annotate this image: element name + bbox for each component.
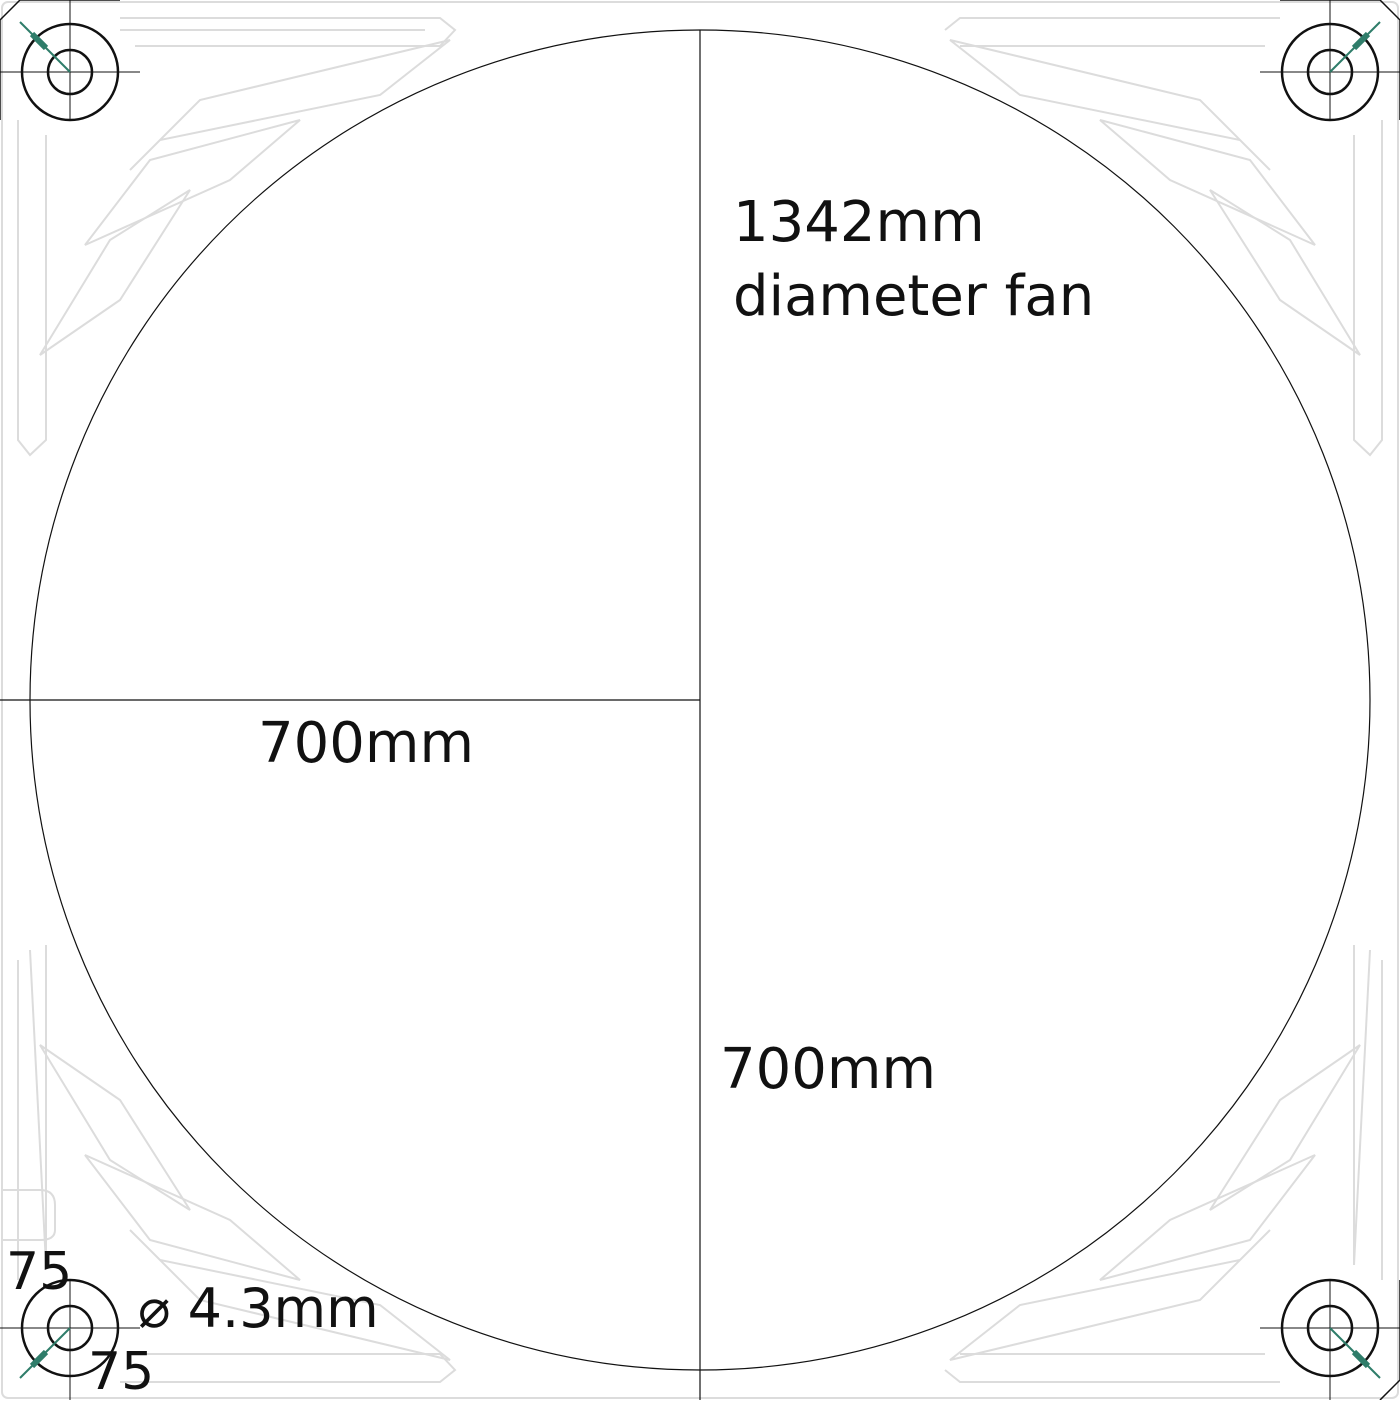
radius-vertical-label: 700mm — [720, 1037, 936, 1102]
fan-size-value: 1342mm — [733, 190, 985, 255]
mounting-hole-top-left — [0, 0, 140, 122]
mounting-hole-bottom-right — [1260, 1278, 1400, 1400]
radius-horizontal-label: 700mm — [258, 711, 474, 776]
fan-blade-outlines — [39, 39, 1361, 1361]
mounting-hole-top-right — [1260, 0, 1400, 122]
mounting-hole-bottom-left — [0, 1278, 140, 1400]
hole-spacing-vertical-label: 75 — [6, 1242, 73, 1302]
hole-diameter-label: ⌀ 4.3mm — [138, 1277, 379, 1340]
hole-spacing-horizontal-label: 75 — [88, 1342, 155, 1402]
fan-size-suffix: diameter fan — [733, 264, 1095, 329]
fan-diameter-label: 1342mm diameter fan — [733, 186, 1094, 334]
